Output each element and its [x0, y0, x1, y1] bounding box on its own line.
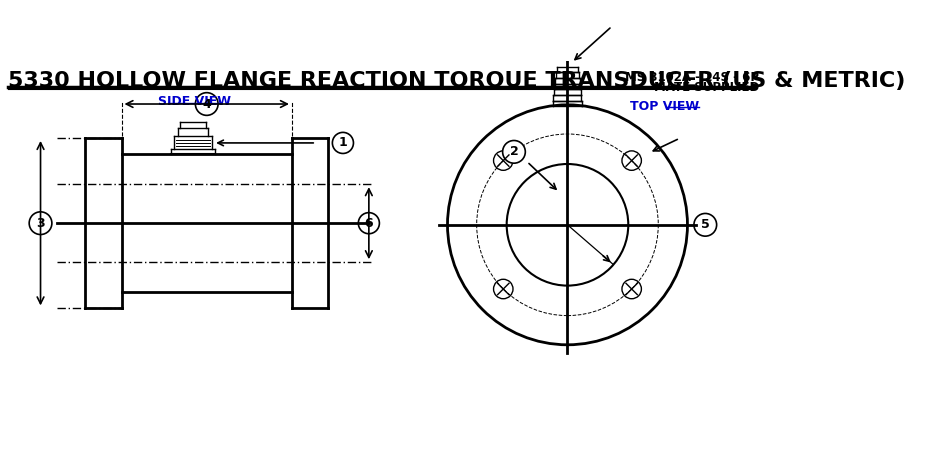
Text: 5330 HOLLOW FLANGE REACTION TORQUE TRANSDUCER (US & METRIC): 5330 HOLLOW FLANGE REACTION TORQUE TRANS…: [8, 71, 905, 91]
Text: 4: 4: [202, 97, 211, 110]
Circle shape: [196, 93, 218, 115]
Text: MS 3102A - 14S - 6P: MS 3102A - 14S - 6P: [625, 71, 758, 84]
Circle shape: [29, 212, 52, 235]
Circle shape: [694, 213, 717, 236]
Text: 2: 2: [510, 145, 518, 158]
Text: 6: 6: [364, 217, 374, 230]
Text: 1: 1: [339, 136, 347, 149]
Text: MATE SUPPLIED: MATE SUPPLIED: [654, 81, 758, 94]
Text: SIDE VIEW: SIDE VIEW: [158, 95, 231, 108]
Circle shape: [332, 133, 354, 154]
Text: TOP VIEW: TOP VIEW: [630, 100, 699, 113]
Text: 5: 5: [701, 218, 710, 231]
Circle shape: [502, 141, 525, 163]
Circle shape: [359, 212, 379, 234]
Text: 3: 3: [36, 217, 45, 230]
